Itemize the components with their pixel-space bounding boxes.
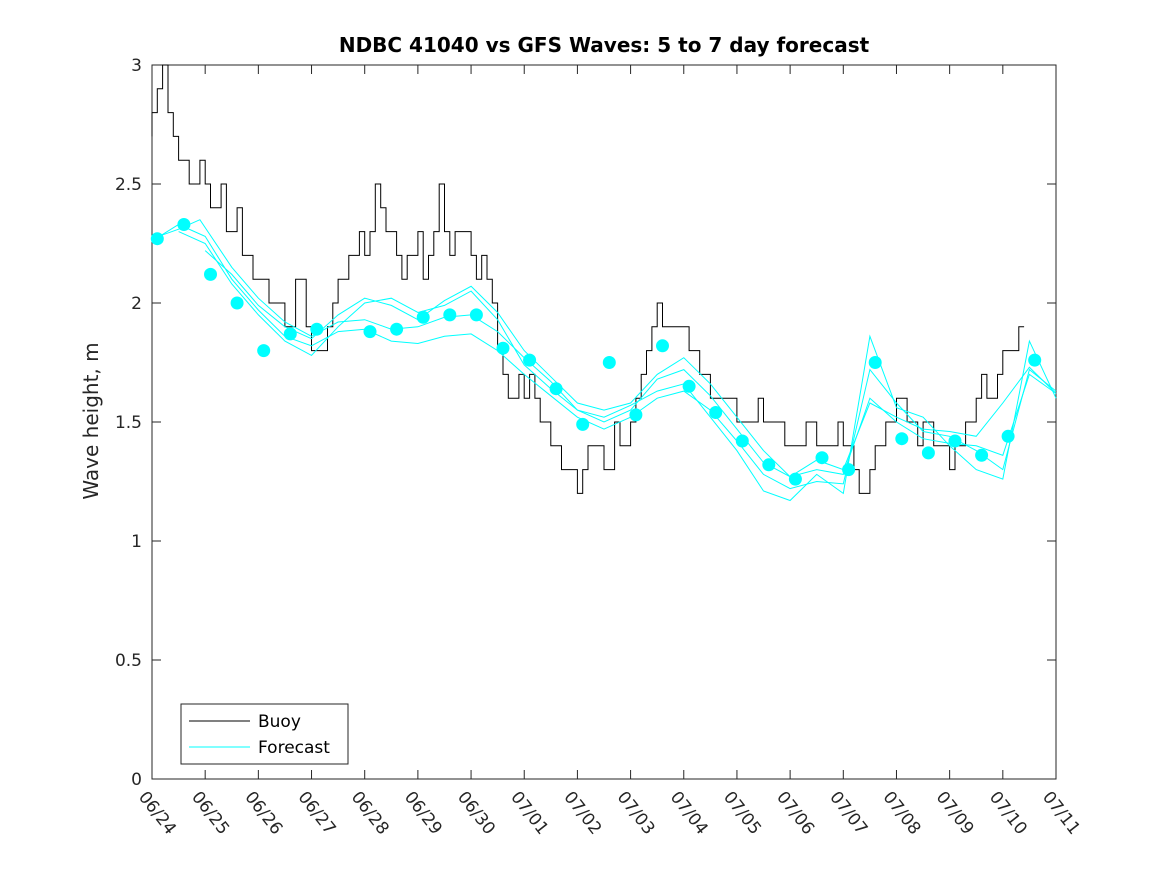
x-tick-label: 07/02 xyxy=(559,788,605,839)
y-tick-label: 1 xyxy=(131,532,142,552)
legend: Buoy Forecast xyxy=(180,703,349,765)
x-tick-label: 07/05 xyxy=(719,788,765,839)
forecast-marker xyxy=(682,379,696,393)
x-tick-label: 06/29 xyxy=(400,788,446,839)
marker-layer xyxy=(150,218,1042,486)
forecast-marker xyxy=(815,451,829,465)
x-tick-label: 06/28 xyxy=(347,788,393,839)
x-tick-label: 07/06 xyxy=(772,788,818,839)
forecast-marker xyxy=(523,353,537,367)
forecast-marker xyxy=(656,339,669,353)
x-tick-label: 06/24 xyxy=(134,788,180,839)
forecast-marker xyxy=(1028,353,1042,367)
forecast-marker xyxy=(788,472,802,486)
x-tick-label: 07/01 xyxy=(506,788,552,839)
forecast-marker xyxy=(948,434,962,448)
forecast-series-line xyxy=(204,250,1057,478)
x-tick-label: 06/27 xyxy=(294,788,340,839)
forecast-marker xyxy=(230,296,244,310)
forecast-marker xyxy=(310,322,324,336)
y-tick-label: 2 xyxy=(131,294,142,314)
x-tick-label: 07/09 xyxy=(932,788,978,839)
x-tick-label: 07/10 xyxy=(985,788,1031,839)
forecast-marker xyxy=(709,406,723,419)
y-tick-label: 2.5 xyxy=(115,175,142,195)
forecast-marker xyxy=(842,463,856,477)
forecast-marker xyxy=(390,322,404,336)
forecast-marker xyxy=(443,308,457,322)
y-tick-label: 1.5 xyxy=(115,413,142,433)
forecast-marker xyxy=(416,310,430,324)
y-axis-label: Wave height, m xyxy=(79,342,103,499)
forecast-marker xyxy=(975,448,989,462)
forecast-marker xyxy=(576,417,590,431)
forecast-marker xyxy=(469,308,483,322)
forecast-marker xyxy=(629,408,643,422)
y-tick-label: 3 xyxy=(131,56,142,76)
forecast-series-line xyxy=(178,231,1057,502)
chart-title: NDBC 41040 vs GFS Waves: 5 to 7 day fore… xyxy=(339,33,870,57)
forecast-marker xyxy=(204,267,217,281)
forecast-marker xyxy=(496,341,510,355)
y-ticks: 0 0.5 1 1.5 2 2.5 3 xyxy=(115,56,1056,790)
legend-box xyxy=(180,703,349,765)
x-tick-label: 07/11 xyxy=(1038,788,1084,839)
forecast-marker xyxy=(363,325,377,339)
forecast-marker xyxy=(177,218,191,231)
legend-forecast-label: Forecast xyxy=(258,738,330,758)
forecast-marker xyxy=(257,344,271,358)
y-tick-label: 0 xyxy=(131,770,142,790)
x-tick-label: 07/08 xyxy=(879,788,925,839)
y-tick-label: 0.5 xyxy=(115,651,142,671)
forecast-marker xyxy=(549,382,563,396)
forecast-marker xyxy=(283,327,297,341)
x-tick-label: 07/03 xyxy=(613,788,659,839)
forecast-marker xyxy=(921,446,935,460)
forecast-marker xyxy=(895,432,909,446)
forecast-series-line xyxy=(151,223,1057,490)
x-tick-label: 06/26 xyxy=(240,788,286,839)
forecast-marker xyxy=(1001,429,1015,443)
x-tick-label: 07/07 xyxy=(825,788,871,839)
forecast-marker xyxy=(150,232,164,246)
forecast-marker xyxy=(735,434,749,448)
legend-buoy-label: Buoy xyxy=(258,712,301,732)
forecast-series-line xyxy=(151,219,1057,478)
x-tick-label: 06/30 xyxy=(453,788,499,839)
series-layer xyxy=(151,64,1057,502)
x-tick-label: 06/25 xyxy=(187,788,233,839)
forecast-marker xyxy=(762,458,776,472)
forecast-marker xyxy=(602,356,616,369)
forecast-marker xyxy=(868,356,882,369)
x-tick-label: 07/04 xyxy=(666,788,712,839)
